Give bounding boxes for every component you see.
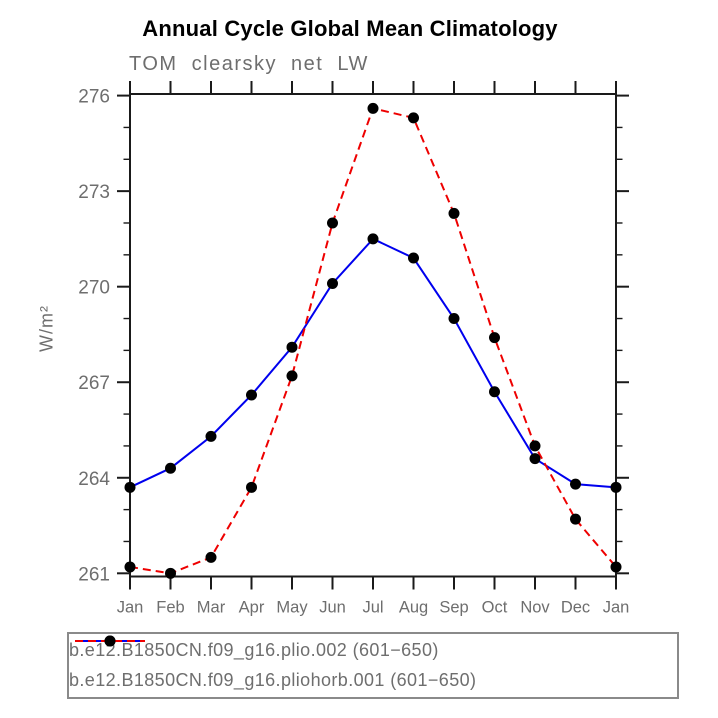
y-tick-label: 267 — [78, 373, 110, 394]
data-point-series-1 — [489, 386, 500, 398]
data-point-series-1 — [246, 389, 257, 401]
data-point-series-1 — [286, 341, 298, 353]
data-point-series-2 — [124, 561, 136, 573]
x-tick-label: Jan — [117, 599, 144, 617]
x-tick-label: Oct — [482, 599, 508, 617]
legend-line-sample-dashed — [75, 635, 145, 647]
legend-row-series-2: b.e12.B1850CN.f09_g16.pliohorb.001 (601−… — [69, 635, 677, 695]
data-point-series-1 — [205, 430, 217, 442]
y-tick-label: 264 — [78, 469, 110, 490]
data-point-series-2 — [165, 567, 176, 579]
data-point-series-2 — [529, 440, 541, 452]
data-point-series-1 — [367, 233, 379, 245]
y-tick-label: 273 — [78, 182, 110, 203]
x-tick-label: May — [276, 599, 308, 617]
data-point-series-2 — [246, 481, 257, 493]
x-tick-label: Nov — [520, 599, 550, 617]
y-tick-label: 270 — [78, 278, 110, 299]
data-point-series-2 — [367, 102, 379, 114]
chart-title: Annual Cycle Global Mean Climatology — [142, 16, 558, 41]
x-tick-label: Dec — [561, 599, 590, 617]
x-tick-label: Jan — [603, 599, 630, 617]
legend-row-series-1: b.e12.B1850CN.f09_g16.plio.002 (601−650) — [69, 635, 677, 664]
data-point-series-1 — [529, 453, 541, 465]
x-tick-label: Jul — [362, 599, 383, 617]
data-point-series-1 — [448, 313, 460, 325]
data-point-series-2 — [448, 207, 460, 219]
data-point-series-2 — [205, 551, 217, 563]
y-tick-label: 276 — [78, 87, 110, 108]
data-point-series-1 — [165, 462, 176, 474]
data-point-series-1 — [610, 481, 622, 493]
x-tick-label: Mar — [197, 599, 226, 617]
data-point-series-2 — [570, 513, 581, 525]
data-point-series-1 — [570, 478, 581, 490]
y-tick-label: 261 — [78, 564, 110, 585]
x-tick-label: Sep — [439, 599, 468, 617]
data-point-series-2 — [286, 370, 298, 382]
series-line-1 — [129, 237, 617, 489]
legend-label-series-2: b.e12.B1850CN.f09_g16.pliohorb.001 (601−… — [69, 670, 477, 691]
data-point-series-2 — [327, 217, 338, 229]
legend-label-series-1: b.e12.B1850CN.f09_g16.plio.002 (601−650) — [69, 639, 439, 660]
data-point-series-1 — [327, 277, 338, 289]
series-line-2 — [129, 107, 617, 575]
data-point-series-1 — [408, 252, 419, 264]
legend: b.e12.B1850CN.f09_g16.plio.002 (601−650)… — [67, 632, 679, 699]
data-point-series-2 — [489, 332, 500, 344]
x-tick-label: Apr — [239, 599, 265, 617]
x-tick-label: Aug — [399, 599, 428, 617]
axis-frame — [129, 93, 617, 578]
x-tick-label: Feb — [156, 599, 184, 617]
data-point-series-2 — [408, 112, 419, 124]
chart-subtitle: TOM clearsky net LW — [129, 53, 369, 75]
data-point-series-1 — [124, 481, 136, 493]
data-point-series-2 — [610, 561, 622, 573]
x-tick-label: Jun — [319, 599, 346, 617]
